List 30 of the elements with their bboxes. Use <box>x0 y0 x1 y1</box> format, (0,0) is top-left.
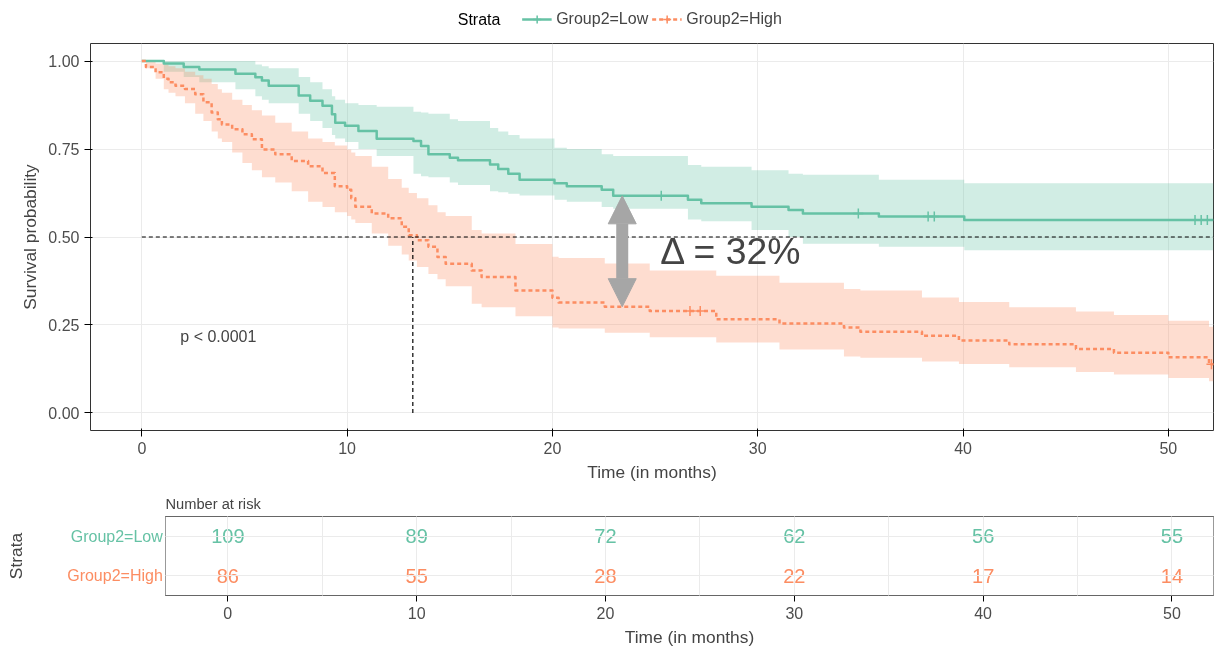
x-tick-label: 20 <box>596 604 615 622</box>
y-axis-title: Survival probability <box>20 163 41 310</box>
data-label: 55 <box>1160 525 1184 548</box>
data-label: 17 <box>972 564 995 587</box>
legend-label: Group2=High <box>686 10 782 28</box>
x-tick-label: 10 <box>407 604 426 622</box>
y-tick-label: 0.75 <box>48 141 80 159</box>
x-axis-title: Time (in months) <box>624 626 755 647</box>
y-tick-label: 1.00 <box>48 53 80 71</box>
y-axis-title: Strata <box>5 532 26 580</box>
x-tick-label: 10 <box>338 439 357 457</box>
x-tick-label: 40 <box>954 439 973 457</box>
x-tick-label: 30 <box>748 439 767 457</box>
x-tick-label: 20 <box>543 439 562 457</box>
x-tick-label: 30 <box>785 604 804 622</box>
legend-label: Group2=Low <box>556 10 649 28</box>
annotation: p < 0.0001 <box>180 328 257 346</box>
legend-title: Strata <box>457 11 501 28</box>
x-tick-label: 0 <box>223 604 233 622</box>
x-tick-label: 0 <box>137 439 147 457</box>
data-label: 22 <box>783 564 806 587</box>
x-axis-title: Time (in months) <box>587 461 717 482</box>
annotation: Δ = 32% <box>660 230 801 273</box>
y-tick-label: 0.50 <box>48 229 80 246</box>
x-tick-label: 40 <box>974 604 993 622</box>
chart-title: Number at risk <box>165 495 262 512</box>
x-tick-label: 50 <box>1159 439 1178 457</box>
y-tick-label: 0.00 <box>48 404 80 422</box>
y-tick-label: 0.25 <box>48 316 80 334</box>
x-tick-label: 50 <box>1163 604 1181 622</box>
